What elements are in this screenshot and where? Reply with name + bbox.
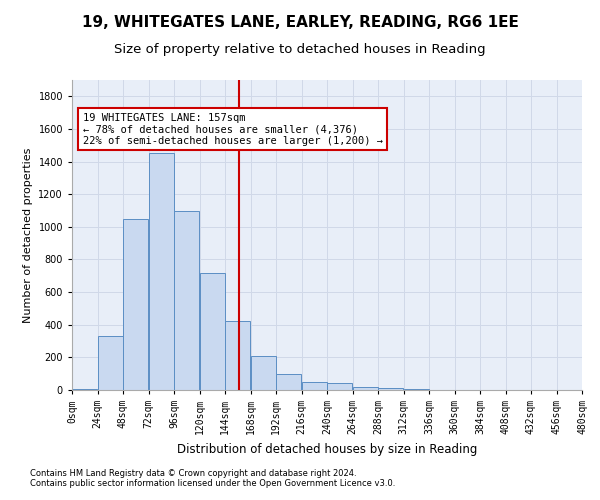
Text: Size of property relative to detached houses in Reading: Size of property relative to detached ho… <box>114 42 486 56</box>
Bar <box>98 336 123 390</box>
Text: Contains public sector information licensed under the Open Government Licence v3: Contains public sector information licen… <box>30 478 395 488</box>
Bar <box>174 210 199 390</box>
Text: 19, WHITEGATES LANE, EARLEY, READING, RG6 1EE: 19, WHITEGATES LANE, EARLEY, READING, RG… <box>82 15 518 30</box>
Bar <box>327 384 352 390</box>
Bar <box>123 218 148 390</box>
Bar <box>302 382 327 390</box>
X-axis label: Distribution of detached houses by size in Reading: Distribution of detached houses by size … <box>177 442 477 456</box>
Bar <box>353 386 378 390</box>
Bar <box>378 388 403 390</box>
Bar <box>149 154 174 390</box>
Bar <box>72 389 97 390</box>
Text: Contains HM Land Registry data © Crown copyright and database right 2024.: Contains HM Land Registry data © Crown c… <box>30 468 356 477</box>
Y-axis label: Number of detached properties: Number of detached properties <box>23 148 33 322</box>
Bar <box>276 374 301 390</box>
Bar <box>404 389 429 390</box>
Text: 19 WHITEGATES LANE: 157sqm
← 78% of detached houses are smaller (4,376)
22% of s: 19 WHITEGATES LANE: 157sqm ← 78% of deta… <box>83 112 383 146</box>
Bar <box>200 272 225 390</box>
Bar <box>251 356 276 390</box>
Bar <box>225 320 250 390</box>
